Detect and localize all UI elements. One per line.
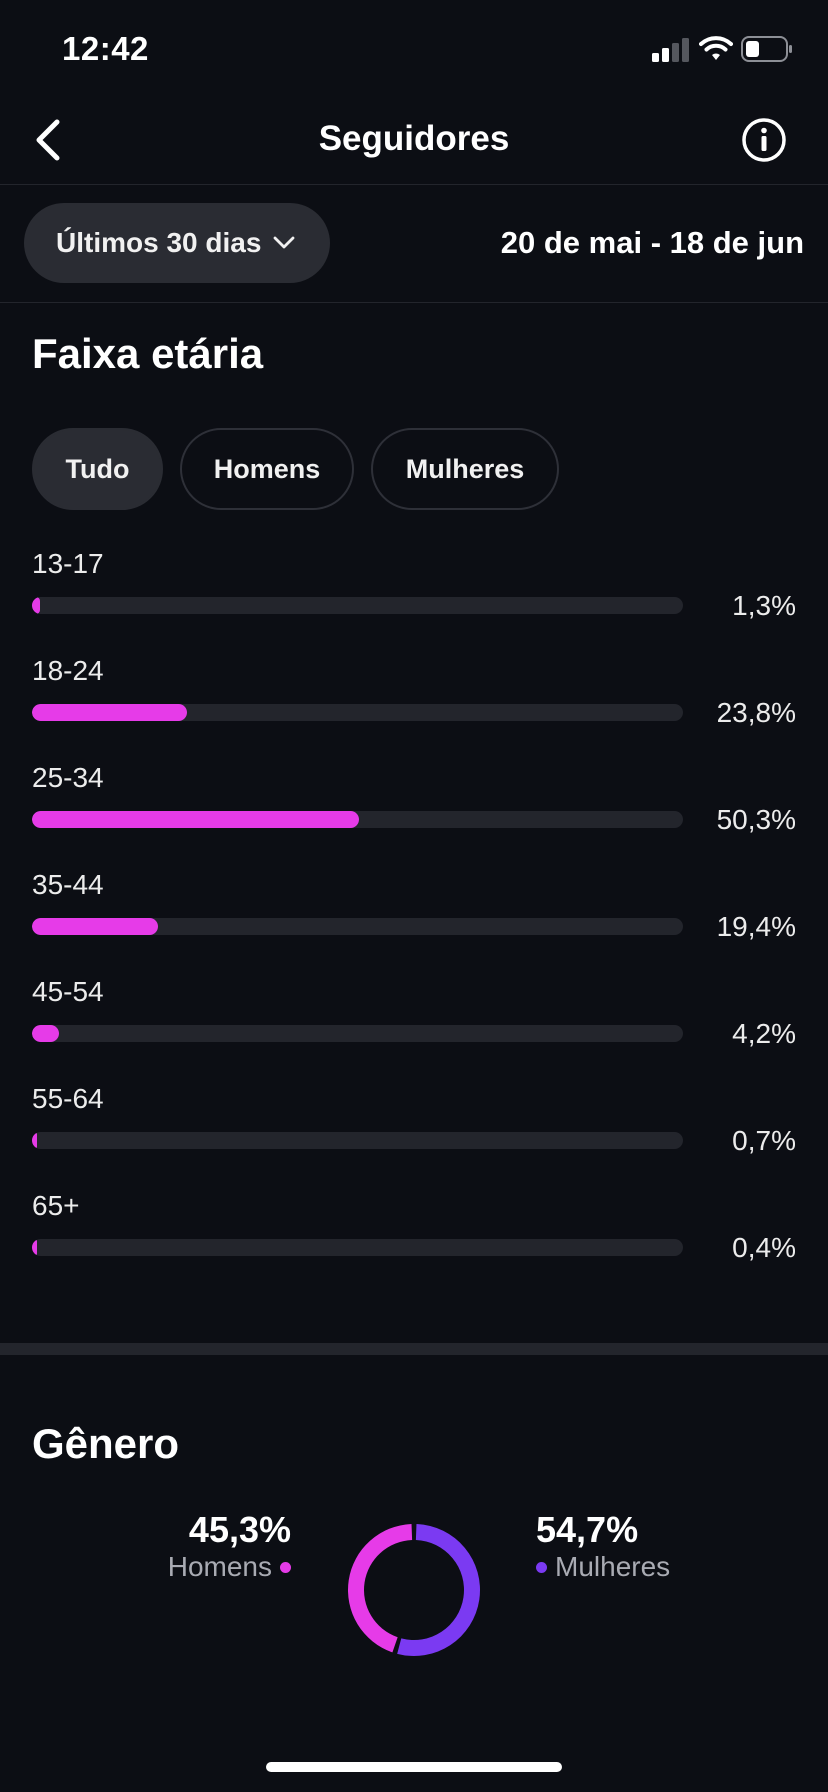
age-bar-track: [32, 918, 683, 935]
wifi-icon: [699, 36, 733, 60]
age-filter-tabs: Tudo Homens Mulheres: [32, 428, 559, 510]
tab-mulheres[interactable]: Mulheres: [371, 428, 559, 510]
gender-chart: 45,3% Homens 54,7% Mulheres: [0, 1508, 828, 1668]
age-percentage: 23,8%: [716, 697, 796, 728]
period-dropdown[interactable]: Últimos 30 dias: [24, 203, 330, 283]
nav-bar: Seguidores: [0, 100, 828, 185]
age-bar-track: [32, 1025, 683, 1042]
tab-tudo[interactable]: Tudo: [32, 428, 163, 510]
age-bar-fill: [32, 1025, 60, 1042]
men-stats: 45,3% Homens: [168, 1508, 291, 1583]
age-range-label: 18-24: [32, 655, 104, 686]
age-range-label: 13-17: [32, 548, 104, 579]
age-section-title: Faixa etária: [32, 330, 264, 377]
age-range-label: 55-64: [32, 1083, 104, 1114]
gender-donut-chart: [348, 1524, 480, 1656]
age-bar-fill: [32, 597, 41, 614]
age-bar-track: [32, 597, 683, 614]
men-label: Homens: [167, 1551, 272, 1583]
age-percentage: 4,2%: [732, 1018, 796, 1049]
age-bar-track: [32, 704, 683, 721]
age-row: 35-44 19,4%: [32, 865, 796, 972]
age-percentage: 0,7%: [732, 1125, 796, 1156]
age-percentage: 1,3%: [732, 590, 796, 621]
section-divider: [0, 1343, 828, 1355]
age-range-label: 35-44: [32, 869, 104, 900]
tab-homens[interactable]: Homens: [180, 428, 354, 510]
age-row: 65+ 0,4%: [32, 1186, 796, 1293]
age-percentage: 19,4%: [716, 911, 796, 942]
filter-row: Últimos 30 dias 20 de mai - 18 de jun: [0, 185, 828, 303]
age-row: 18-24 23,8%: [32, 651, 796, 758]
age-bar-fill: [32, 918, 159, 935]
age-row: 25-34 50,3%: [32, 758, 796, 865]
age-bar-track: [32, 1239, 683, 1256]
age-row: 55-64 0,7%: [32, 1079, 796, 1186]
donut-segment-men: [348, 1524, 413, 1653]
age-range-label: 45-54: [32, 976, 104, 1007]
info-circle-icon: [742, 118, 786, 162]
date-range: 20 de mai - 18 de jun: [500, 225, 804, 260]
period-label: Últimos 30 dias: [56, 227, 262, 258]
page-title: Seguidores: [318, 119, 510, 158]
cellular-signal-icon: [652, 38, 689, 62]
age-bar-track: [32, 1132, 683, 1149]
women-legend-dot: [536, 1561, 547, 1573]
age-row: 13-17 1,3%: [32, 544, 796, 651]
gender-section-title: Gênero: [32, 1420, 180, 1467]
home-indicator[interactable]: [266, 1762, 562, 1772]
age-distribution-list: 13-17 1,3% 18-24 23,8% 25-34 50,3% 35-44 19,4% 4…: [32, 544, 796, 1293]
status-bar: 12:42: [0, 0, 828, 100]
age-bar-fill: [32, 1239, 37, 1256]
back-button[interactable]: [18, 110, 78, 170]
women-label: Mulheres: [555, 1551, 671, 1583]
age-percentage: 0,4%: [732, 1232, 796, 1263]
age-range-label: 25-34: [32, 762, 104, 793]
age-bar-fill: [32, 811, 360, 828]
age-bar-fill: [32, 704, 187, 721]
men-percentage: 45,3%: [188, 1509, 291, 1550]
donut-segment-women: [397, 1524, 480, 1656]
info-button[interactable]: [736, 112, 792, 168]
age-range-label: 65+: [32, 1190, 80, 1221]
women-percentage: 54,7%: [536, 1509, 639, 1550]
age-bar-fill: [32, 1132, 37, 1149]
age-row: 45-54 4,2%: [32, 972, 796, 1079]
women-stats: 54,7% Mulheres: [536, 1508, 670, 1583]
battery-icon: [741, 36, 792, 62]
status-time: 12:42: [62, 30, 149, 67]
chevron-left-icon: [36, 119, 60, 161]
men-legend-dot: [280, 1561, 291, 1573]
age-percentage: 50,3%: [716, 804, 796, 835]
chevron-down-icon: [274, 236, 295, 249]
age-bar-track: [32, 811, 683, 828]
